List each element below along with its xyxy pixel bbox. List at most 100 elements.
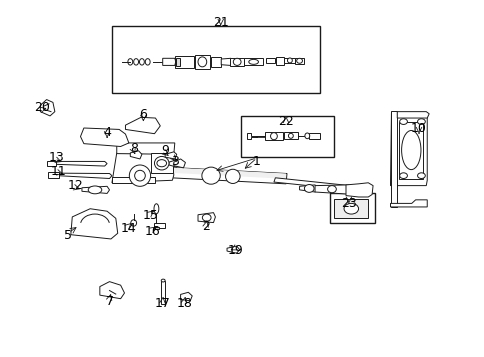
Text: 3: 3 <box>170 155 179 168</box>
Text: 19: 19 <box>227 244 242 257</box>
Bar <box>276 57 284 65</box>
Circle shape <box>399 173 407 178</box>
Bar <box>329 193 375 223</box>
Text: 22: 22 <box>278 115 293 128</box>
Polygon shape <box>173 159 185 168</box>
Text: 1: 1 <box>253 155 260 168</box>
Polygon shape <box>58 173 112 178</box>
Polygon shape <box>71 209 118 239</box>
Text: 16: 16 <box>145 225 161 238</box>
Ellipse shape <box>287 58 292 63</box>
Polygon shape <box>315 185 350 194</box>
Polygon shape <box>130 151 142 159</box>
Text: 7: 7 <box>106 295 113 308</box>
Bar <box>112 26 319 93</box>
Bar <box>241 116 333 157</box>
Bar <box>151 153 172 173</box>
Ellipse shape <box>154 156 168 170</box>
Ellipse shape <box>270 133 277 140</box>
Polygon shape <box>82 186 109 193</box>
Text: 20: 20 <box>34 101 50 114</box>
Text: 18: 18 <box>176 297 192 310</box>
Ellipse shape <box>401 131 420 170</box>
Circle shape <box>157 160 166 167</box>
Polygon shape <box>390 113 426 186</box>
Text: 4: 4 <box>103 126 111 139</box>
Ellipse shape <box>161 279 165 282</box>
Circle shape <box>399 119 407 125</box>
Ellipse shape <box>225 169 240 183</box>
Text: 9: 9 <box>161 144 169 157</box>
Polygon shape <box>221 58 232 65</box>
Polygon shape <box>273 178 349 190</box>
Polygon shape <box>227 246 239 253</box>
Bar <box>174 56 194 67</box>
Polygon shape <box>80 128 129 146</box>
Polygon shape <box>390 200 426 207</box>
Polygon shape <box>197 213 215 223</box>
Ellipse shape <box>304 185 314 192</box>
Bar <box>284 57 294 63</box>
Text: 12: 12 <box>68 179 83 192</box>
Polygon shape <box>125 117 160 134</box>
Text: 13: 13 <box>48 151 64 164</box>
Ellipse shape <box>327 186 335 193</box>
Ellipse shape <box>233 58 241 65</box>
Bar <box>154 223 165 228</box>
Text: 14: 14 <box>121 222 136 235</box>
Text: 10: 10 <box>410 122 426 135</box>
Bar <box>155 227 159 229</box>
Text: 17: 17 <box>154 297 170 310</box>
Ellipse shape <box>88 186 102 194</box>
Ellipse shape <box>288 133 293 138</box>
Bar <box>284 132 297 139</box>
Ellipse shape <box>197 57 206 67</box>
Polygon shape <box>117 143 174 154</box>
Ellipse shape <box>296 58 302 63</box>
Text: 15: 15 <box>142 209 158 222</box>
Polygon shape <box>247 133 257 139</box>
Polygon shape <box>40 100 55 116</box>
Text: 11: 11 <box>51 165 66 178</box>
Polygon shape <box>168 160 178 167</box>
Bar <box>333 199 367 218</box>
Ellipse shape <box>131 220 136 226</box>
Ellipse shape <box>248 59 258 64</box>
Bar <box>210 57 221 67</box>
Polygon shape <box>112 177 155 183</box>
Circle shape <box>417 119 424 125</box>
Polygon shape <box>151 166 286 179</box>
Circle shape <box>417 173 424 178</box>
Polygon shape <box>100 282 124 299</box>
Text: 21: 21 <box>212 16 228 29</box>
Bar <box>265 57 275 62</box>
Text: 23: 23 <box>340 197 356 210</box>
Ellipse shape <box>129 165 151 186</box>
Bar <box>46 161 56 166</box>
Bar <box>230 57 243 66</box>
Ellipse shape <box>304 133 309 139</box>
Text: 5: 5 <box>64 229 72 242</box>
Ellipse shape <box>202 214 211 221</box>
Text: 8: 8 <box>129 142 137 155</box>
Polygon shape <box>55 161 107 166</box>
Bar <box>264 132 283 140</box>
Bar <box>309 133 319 139</box>
Bar <box>398 122 423 178</box>
Polygon shape <box>396 112 428 118</box>
Polygon shape <box>112 153 173 183</box>
Text: 2: 2 <box>202 220 210 233</box>
Polygon shape <box>162 58 175 65</box>
Polygon shape <box>391 111 396 207</box>
Text: 6: 6 <box>139 108 147 121</box>
Bar <box>244 58 262 65</box>
Ellipse shape <box>154 204 158 214</box>
Ellipse shape <box>135 170 145 181</box>
Polygon shape <box>151 166 287 184</box>
Bar <box>195 55 209 69</box>
Bar <box>294 57 304 64</box>
Polygon shape <box>299 185 317 192</box>
Ellipse shape <box>201 167 220 184</box>
Bar <box>161 281 165 304</box>
Polygon shape <box>180 292 192 301</box>
